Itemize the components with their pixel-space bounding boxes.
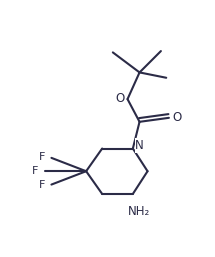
- Text: O: O: [173, 111, 182, 124]
- Text: F: F: [32, 166, 38, 176]
- Text: O: O: [115, 92, 124, 105]
- Text: F: F: [39, 180, 45, 190]
- Text: F: F: [39, 152, 45, 162]
- Text: N: N: [135, 139, 144, 152]
- Text: NH₂: NH₂: [128, 205, 150, 218]
